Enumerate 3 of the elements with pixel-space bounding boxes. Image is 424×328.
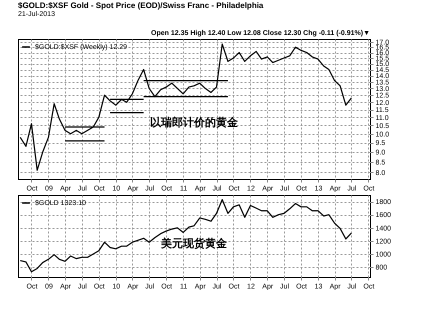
chart-title: $GOLD:$XSF Gold - Spot Price (EOD)/Swiss Franc - Philadelphia	[18, 1, 264, 10]
annotation: 以瑞郎计价的黄金	[150, 116, 239, 129]
annotation: 美元现货黄金	[160, 237, 228, 250]
